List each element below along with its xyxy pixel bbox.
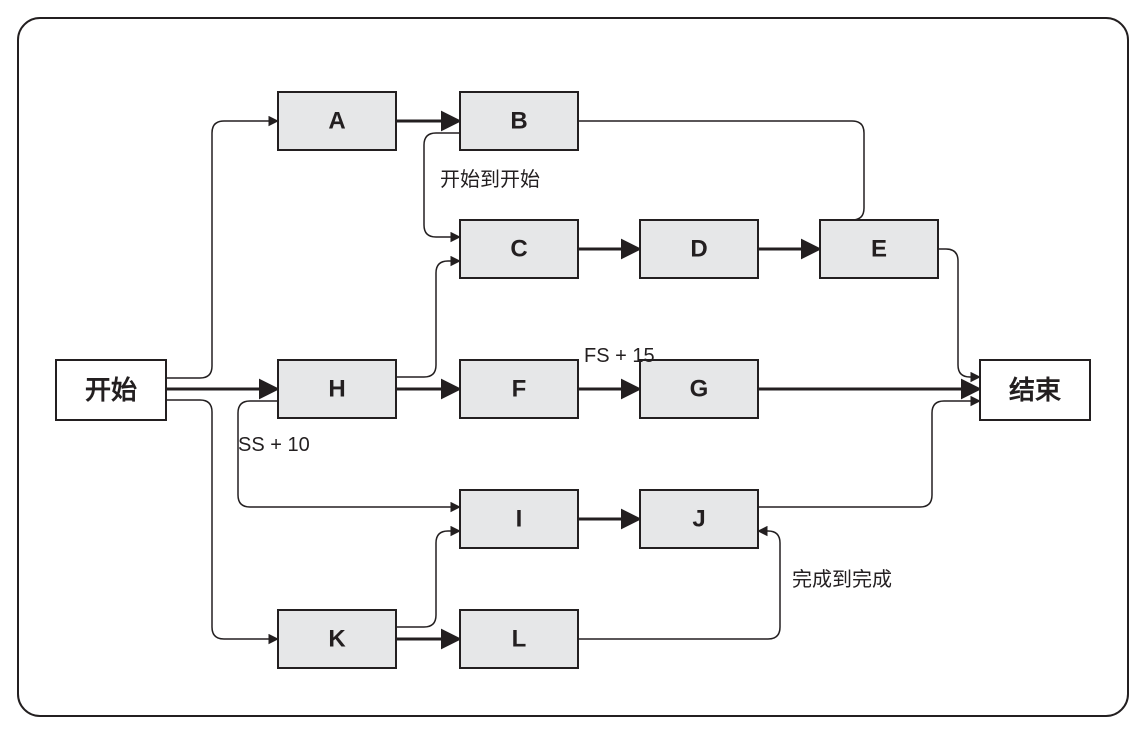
- node-label-start: 开始: [85, 375, 137, 405]
- edge-label-F-G: FS + 15: [584, 345, 655, 367]
- node-label-I: I: [516, 506, 523, 533]
- node-L: L: [460, 610, 578, 668]
- node-label-C: C: [510, 236, 527, 263]
- node-label-A: A: [328, 108, 345, 135]
- node-C: C: [460, 220, 578, 278]
- node-start: 开始: [56, 360, 166, 420]
- node-label-G: G: [690, 376, 709, 403]
- node-F: F: [460, 360, 578, 418]
- node-H: H: [278, 360, 396, 418]
- node-label-B: B: [510, 108, 527, 135]
- node-B: B: [460, 92, 578, 150]
- edge-label-H-I-ss10: SS + 10: [238, 434, 310, 456]
- node-D: D: [640, 220, 758, 278]
- node-A: A: [278, 92, 396, 150]
- node-label-L: L: [512, 626, 527, 653]
- project-network-diagram: 开始 结束 A B C D E H F G I J K L 开始到开始 SS + 10 FS + 15 完成到完…: [0, 0, 1147, 734]
- node-G: G: [640, 360, 758, 418]
- node-label-F: F: [512, 376, 527, 403]
- node-I: I: [460, 490, 578, 548]
- node-E: E: [820, 220, 938, 278]
- node-label-E: E: [871, 236, 887, 263]
- edge-label-B-C-ss: 开始到开始: [440, 168, 540, 191]
- node-K: K: [278, 610, 396, 668]
- node-label-J: J: [692, 506, 705, 533]
- node-label-K: K: [328, 626, 346, 653]
- node-label-end: 结束: [1009, 375, 1062, 405]
- node-J: J: [640, 490, 758, 548]
- node-label-D: D: [690, 236, 707, 263]
- edge-label-L-J-ff: 完成到完成: [792, 568, 892, 591]
- node-label-H: H: [328, 376, 345, 403]
- node-end: 结束: [980, 360, 1090, 420]
